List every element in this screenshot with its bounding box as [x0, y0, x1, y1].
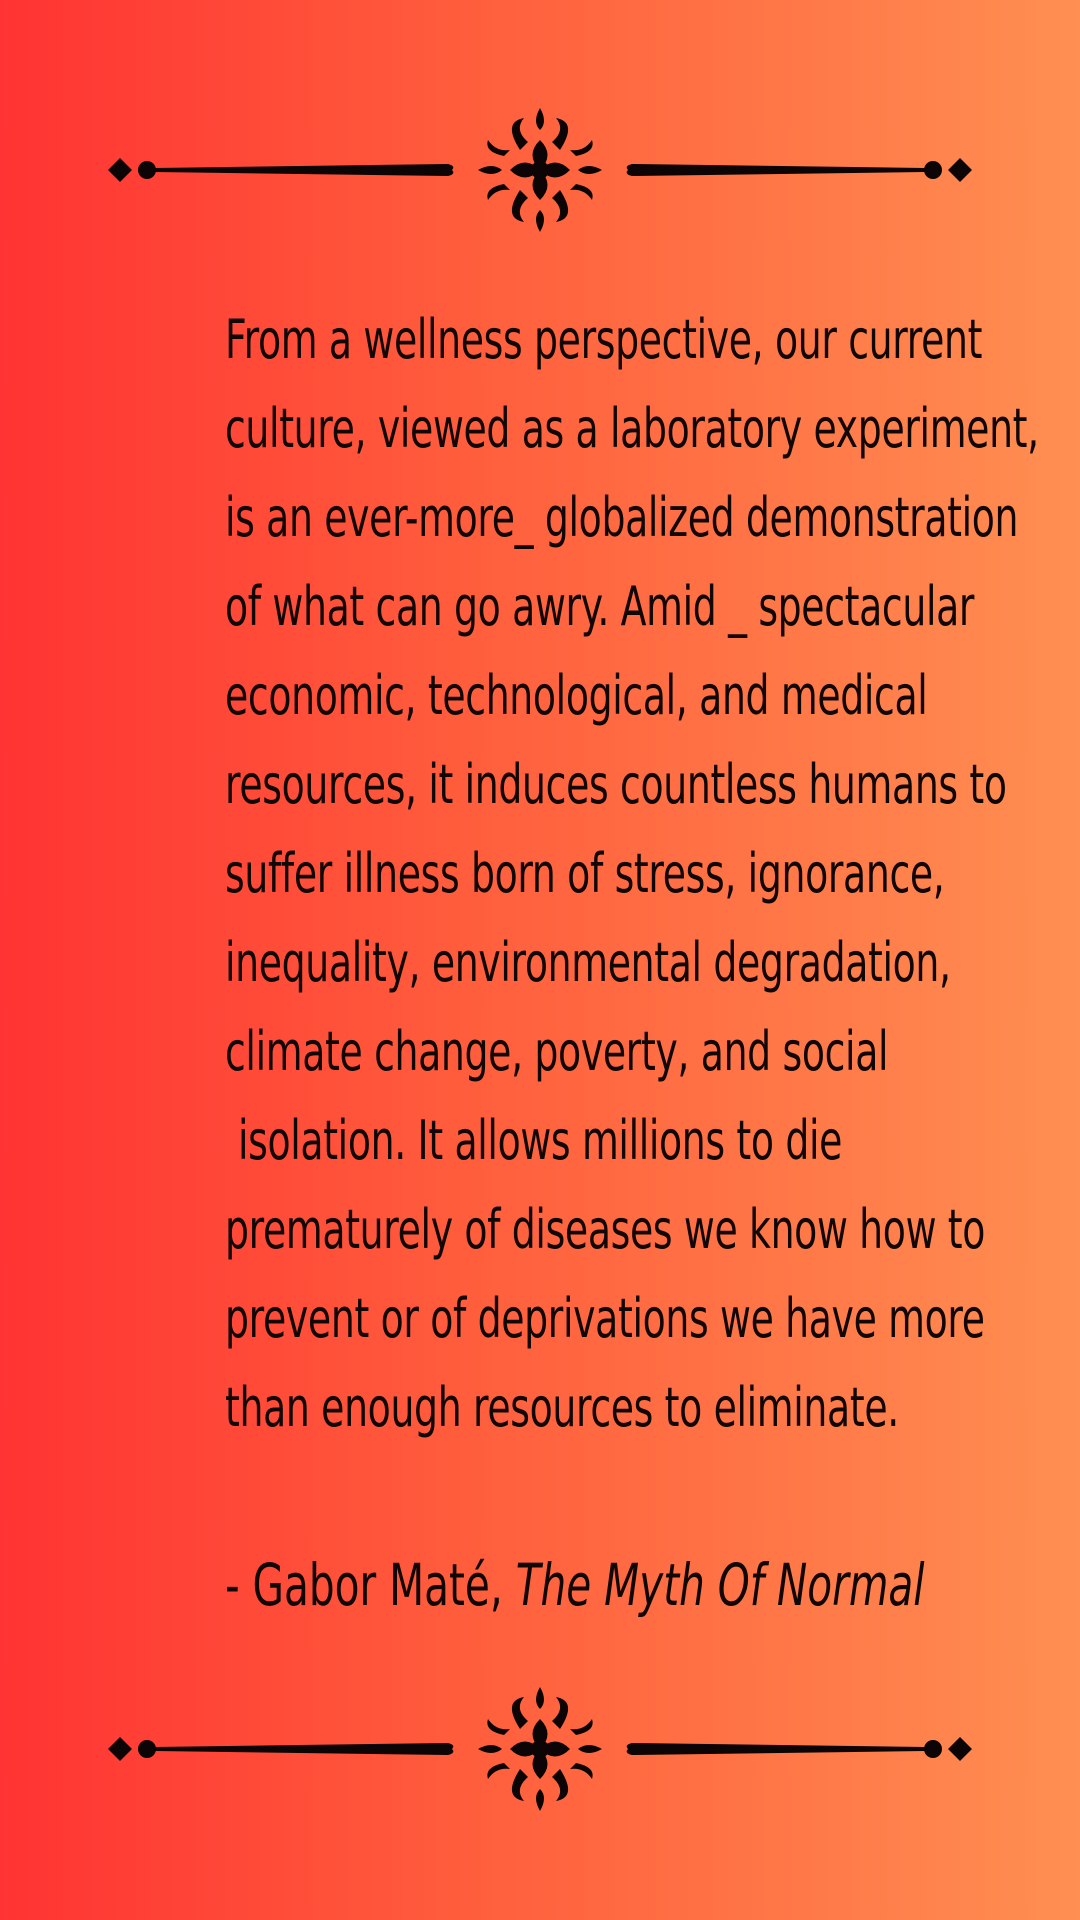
quote-line: is an ever-more_ globalized demonstratio…	[225, 486, 1019, 549]
quote-line: prevent or of deprivations we have more	[225, 1287, 985, 1350]
quote-line: economic, technological, and medical	[225, 664, 928, 727]
ornament-divider-icon	[108, 108, 972, 232]
book-title: The Myth Of Normal	[515, 1551, 925, 1619]
quote-line: than enough resources to eliminate.	[225, 1376, 899, 1439]
top-ornamental-divider	[100, 100, 980, 240]
quote-line: prematurely of diseases we know how to	[225, 1198, 986, 1261]
author-name: - Gabor Maté,	[225, 1551, 516, 1619]
quote-line: resources, it induces countless humans t…	[225, 753, 1007, 816]
quote-line: suffer illness born of stress, ignorance…	[225, 842, 945, 905]
quote-text: From a wellness perspective, our current…	[225, 295, 1039, 1452]
quote-line: inequality, environmental degradation,	[225, 931, 951, 994]
quote-line: culture, viewed as a laboratory experime…	[225, 397, 1039, 460]
quote-line: climate change, poverty, and social	[225, 1020, 889, 1083]
quote-line: From a wellness perspective, our current	[225, 308, 983, 371]
quote-line: isolation. It allows millions to die	[237, 1109, 843, 1172]
quote-line: of what can go awry. Amid _ spectacular	[225, 575, 975, 638]
quote-attribution: - Gabor Maté, The Myth Of Normal	[225, 1545, 925, 1625]
ornament-divider-icon	[108, 1687, 972, 1811]
bottom-ornamental-divider	[100, 1679, 980, 1819]
